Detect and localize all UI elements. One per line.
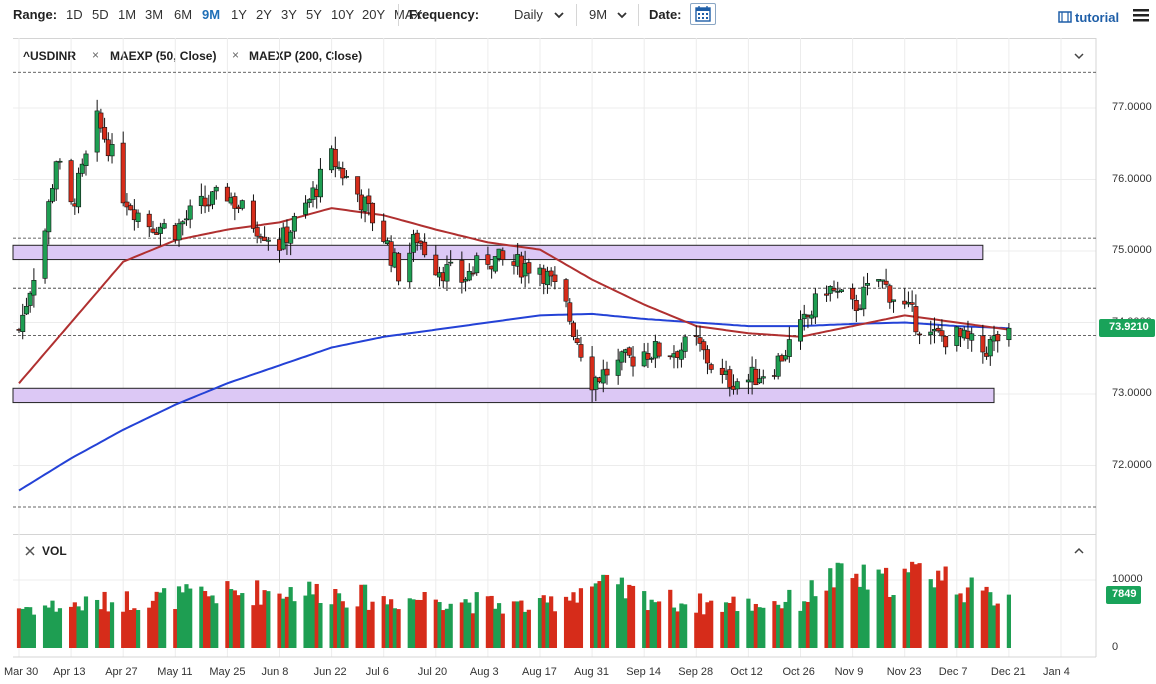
date-label: Date: xyxy=(649,7,682,22)
volume-tick-label: 10000 xyxy=(1112,573,1143,585)
x-tick-label: Dec 21 xyxy=(990,666,1026,678)
x-tick-label: Apr 13 xyxy=(53,666,86,678)
range-1m[interactable]: 1M xyxy=(118,7,137,22)
x-tick-label: Aug 3 xyxy=(469,666,499,678)
remove-ma200-icon[interactable]: × xyxy=(232,48,240,62)
range-2y[interactable]: 2Y xyxy=(256,7,272,22)
x-tick-label: Sep 14 xyxy=(626,666,662,678)
frequency-select[interactable]: Daily xyxy=(514,7,543,22)
range-3m[interactable]: 3M xyxy=(145,7,164,22)
volume-legend: VOL xyxy=(42,544,67,558)
range-1d[interactable]: 1D xyxy=(66,7,83,22)
last-volume-badge: 7849 xyxy=(1106,585,1142,604)
menu-icon[interactable] xyxy=(1133,8,1149,22)
ma200-legend[interactable]: MAEXP (200, Close) xyxy=(249,49,363,63)
ma50-legend[interactable]: MAEXP (50, Close) xyxy=(110,49,217,63)
x-tick-label: Sep 28 xyxy=(678,666,714,678)
x-tick-label: Apr 27 xyxy=(105,666,138,678)
range-3y[interactable]: 3Y xyxy=(281,7,297,22)
toolbar-divider xyxy=(398,4,399,26)
film-icon[interactable] xyxy=(1058,11,1072,23)
x-tick-label: Nov 23 xyxy=(886,666,922,678)
calendar-icon xyxy=(695,6,711,22)
tutorial-link[interactable]: tutorial xyxy=(1075,10,1120,25)
y-tick-label: 73.0000 xyxy=(1112,387,1152,399)
range-label: Range: xyxy=(13,7,58,22)
frequency-label: Frequency: xyxy=(409,7,480,22)
x-tick-label: Jun 8 xyxy=(261,666,289,678)
x-tick-label: Jan 4 xyxy=(1043,666,1070,678)
chevron-down-icon[interactable] xyxy=(617,10,627,20)
period-select[interactable]: 9M xyxy=(589,7,608,22)
range-6m[interactable]: 6M xyxy=(174,7,193,22)
y-tick-label: 72.0000 xyxy=(1112,458,1152,471)
toolbar-divider xyxy=(638,4,639,26)
symbol-legend: ^USDINR xyxy=(23,49,77,63)
x-tick-label: Dec 7 xyxy=(938,666,968,678)
x-tick-label: May 25 xyxy=(209,666,246,678)
x-tick-label: Oct 12 xyxy=(730,666,763,678)
price-panel xyxy=(13,38,1096,534)
chevron-up-icon[interactable] xyxy=(1073,546,1085,556)
x-tick-label: May 11 xyxy=(157,666,193,678)
range-9m[interactable]: 9M xyxy=(202,7,221,22)
x-tick-label: Jul 6 xyxy=(365,666,389,678)
chevron-down-icon[interactable] xyxy=(554,10,564,20)
x-tick-label: Jul 20 xyxy=(417,666,448,678)
y-tick-label: 75.0000 xyxy=(1112,244,1152,256)
toolbar: Range: 1D 5D 1M 3M 6M 9M 1Y 2Y 3Y 5Y 10Y 20Y MAX Fre… xyxy=(0,0,1156,30)
x-tick-label: Aug 31 xyxy=(574,666,609,678)
y-tick-label: 77.0000 xyxy=(1112,101,1152,113)
close-icon[interactable] xyxy=(24,545,36,557)
x-tick-label: Jun 22 xyxy=(313,666,347,678)
range-20y[interactable]: 20Y xyxy=(362,7,386,22)
date-picker-button[interactable] xyxy=(690,3,716,25)
last-price-badge: 73.9210 xyxy=(1099,319,1155,338)
x-tick-label: Mar 30 xyxy=(4,666,39,678)
volume-tick-label: 0 xyxy=(1112,641,1119,653)
range-max[interactable]: MAX xyxy=(394,7,423,22)
volume-panel xyxy=(13,534,1096,657)
range-1y[interactable]: 1Y xyxy=(231,7,247,22)
remove-ma50-icon[interactable]: × xyxy=(92,48,100,62)
range-10y[interactable]: 10Y xyxy=(331,7,355,22)
chevron-down-icon[interactable] xyxy=(1073,52,1085,62)
range-5d[interactable]: 5D xyxy=(92,7,109,22)
x-tick-label: Aug 17 xyxy=(522,666,557,678)
range-5y[interactable]: 5Y xyxy=(306,7,322,22)
toolbar-divider xyxy=(576,4,577,26)
x-tick-label: Nov 9 xyxy=(834,666,864,678)
x-tick-label: Oct 26 xyxy=(782,666,815,678)
y-tick-label: 76.0000 xyxy=(1112,172,1152,185)
